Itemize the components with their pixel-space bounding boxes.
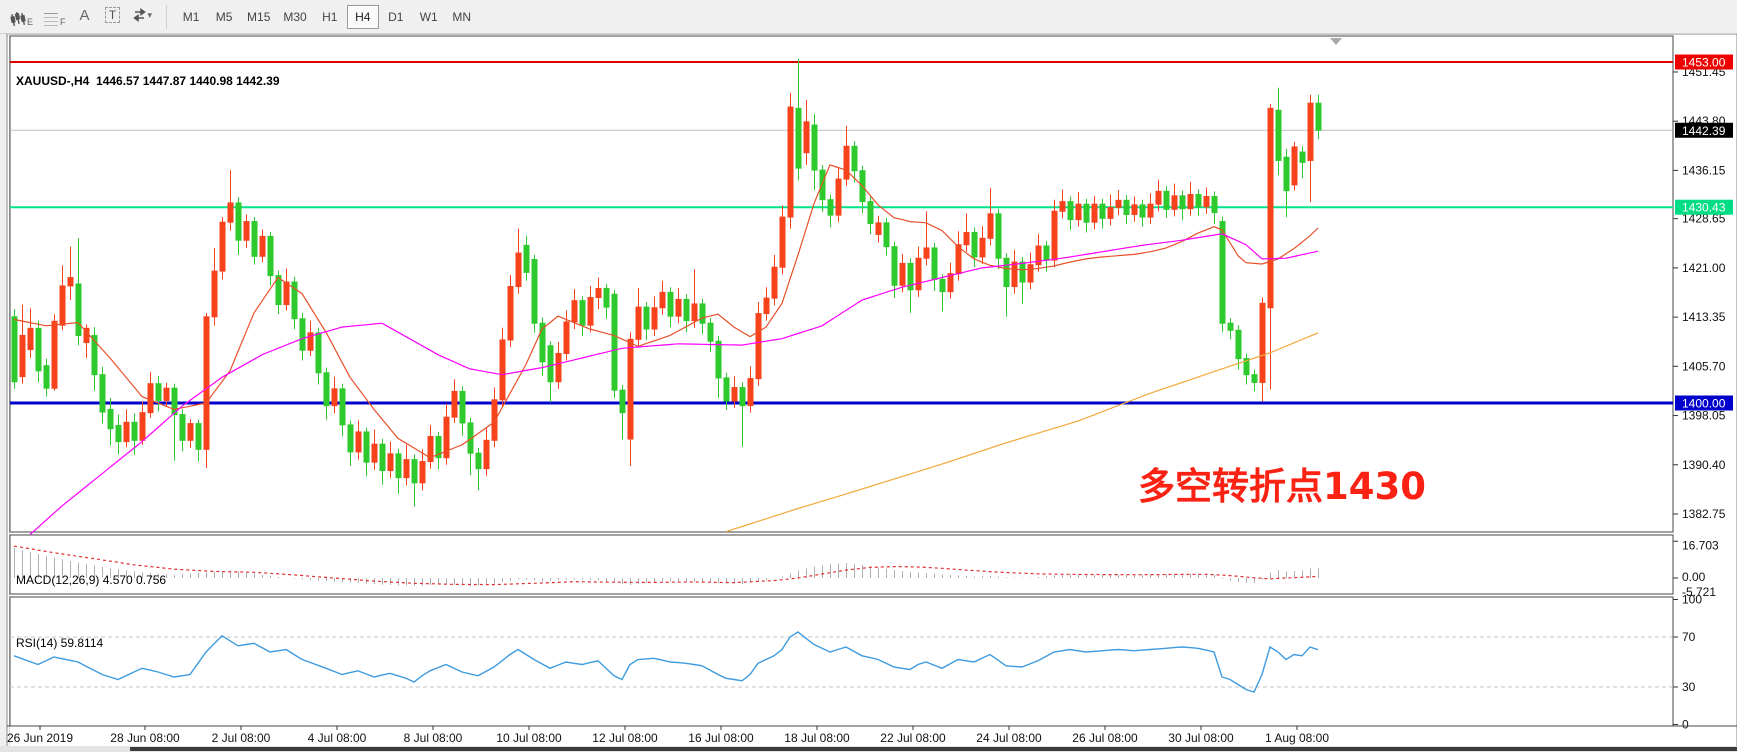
svg-text:1390.40: 1390.40	[1682, 458, 1726, 472]
svg-text:1436.15: 1436.15	[1682, 163, 1726, 177]
svg-text:1428.65: 1428.65	[1682, 212, 1726, 226]
rsi-indicator-label: RSI(14) 59.8114	[16, 636, 104, 650]
timeframe-button-group: M1 M5 M15 M30 H1 H4 D1 W1 MN	[175, 4, 478, 29]
svg-text:1400.00: 1400.00	[1682, 397, 1726, 411]
ohlc-values: 1446.57 1447.87 1440.98 1442.39	[96, 74, 280, 88]
svg-text:28 Jun 08:00: 28 Jun 08:00	[110, 731, 180, 745]
svg-text:1413.35: 1413.35	[1682, 310, 1726, 324]
chart-title: XAUUSD-,H4 1446.57 1447.87 1440.98 1442.…	[16, 74, 280, 88]
svg-text:1421.00: 1421.00	[1682, 261, 1726, 275]
svg-text:70: 70	[1682, 630, 1696, 644]
letter-a-glyph: A	[79, 6, 90, 24]
svg-text:24 Jul 08:00: 24 Jul 08:00	[976, 731, 1042, 745]
svg-text:16 Jul 08:00: 16 Jul 08:00	[688, 731, 754, 745]
horizontal-scrollbar[interactable]	[130, 747, 1737, 751]
svg-text:18 Jul 08:00: 18 Jul 08:00	[784, 731, 850, 745]
svg-text:1398.05: 1398.05	[1682, 409, 1726, 423]
svg-text:2 Jul 08:00: 2 Jul 08:00	[212, 731, 271, 745]
svg-text:26 Jun 2019: 26 Jun 2019	[7, 731, 73, 745]
svg-text:4 Jul 08:00: 4 Jul 08:00	[308, 731, 367, 745]
grid-icon[interactable]: F	[39, 4, 70, 30]
svg-text:1442.39: 1442.39	[1682, 124, 1726, 138]
cursor-arrows-icon[interactable]: ▾	[128, 4, 157, 30]
svg-text:0: 0	[1682, 718, 1689, 732]
grid-glyph	[44, 12, 59, 26]
chart-annotation-text: 多空转折点1430	[1138, 465, 1426, 508]
arrows-glyph	[132, 7, 146, 22]
svg-text:1 Aug 08:00: 1 Aug 08:00	[1265, 731, 1329, 745]
svg-text:100: 100	[1682, 593, 1702, 607]
timeframe-button-m15[interactable]: M15	[247, 9, 271, 24]
timeframe-button-m1[interactable]: M1	[182, 9, 200, 24]
svg-text:1430.43: 1430.43	[1682, 201, 1726, 215]
timeframe-button-h4[interactable]: H4	[346, 4, 379, 29]
letter-t-glyph: T	[104, 7, 121, 23]
candlestick-glyph	[10, 11, 26, 26]
svg-text:-5.721: -5.721	[1682, 585, 1716, 599]
timeframe-button-h1[interactable]: H1	[322, 9, 338, 24]
toolbar-separator	[166, 4, 168, 29]
svg-text:1382.75: 1382.75	[1682, 507, 1726, 521]
svg-text:22 Jul 08:00: 22 Jul 08:00	[880, 731, 946, 745]
timeframe-button-d1[interactable]: D1	[388, 9, 404, 24]
text-label-icon[interactable]: A	[72, 4, 98, 30]
svg-text:1405.70: 1405.70	[1682, 359, 1726, 373]
toolbar-icon-sub-f: F	[60, 16, 66, 27]
chart-window[interactable]: 1451.45 1443.80 1436.15 1428.65 1421.00 1413.…	[0, 34, 1737, 752]
timeframe-button-mn[interactable]: MN	[452, 9, 472, 24]
timeframe-button-m5[interactable]: M5	[215, 9, 233, 24]
svg-text:30 Jul 08:00: 30 Jul 08:00	[1168, 731, 1234, 745]
toolbar-icon-sub-e: E	[27, 16, 34, 27]
candlestick-chart-icon[interactable]: E	[6, 4, 37, 30]
symbol-name: XAUUSD-,H4	[16, 74, 90, 88]
timeframe-button-m30[interactable]: M30	[283, 9, 307, 24]
toolbar: E F A T ▾ M1 M5 M15 M30 H1 H4 D1 W1 MN	[0, 0, 1737, 34]
svg-text:10 Jul 08:00: 10 Jul 08:00	[496, 731, 562, 745]
chart-canvas[interactable]: 1451.451443.801436.151428.651421.001413.…	[0, 34, 1737, 752]
svg-text:26 Jul 08:00: 26 Jul 08:00	[1072, 731, 1138, 745]
svg-text:30: 30	[1682, 680, 1696, 694]
text-box-icon[interactable]: T	[100, 4, 126, 30]
svg-text:16.703: 16.703	[1682, 538, 1719, 552]
macd-indicator-label: MACD(12,26,9) 4.570 0.756	[16, 573, 167, 587]
svg-text:1453.00: 1453.00	[1682, 56, 1726, 70]
svg-text:12 Jul 08:00: 12 Jul 08:00	[592, 731, 658, 745]
timeframe-button-w1[interactable]: W1	[419, 9, 438, 24]
svg-text:8 Jul 08:00: 8 Jul 08:00	[404, 731, 463, 745]
dropdown-caret-icon: ▾	[147, 9, 153, 20]
svg-text:0.00: 0.00	[1682, 570, 1706, 584]
